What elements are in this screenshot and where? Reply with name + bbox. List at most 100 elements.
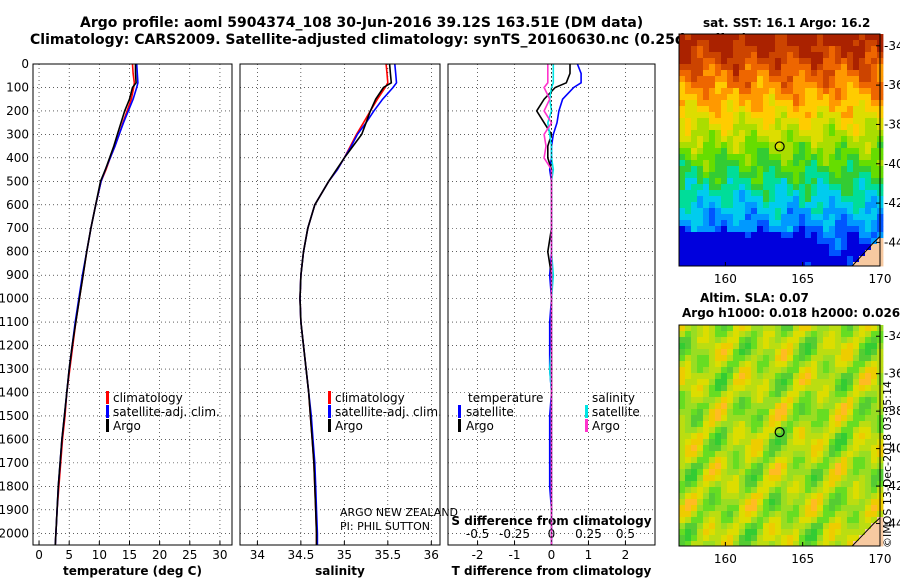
map-cell xyxy=(721,457,728,464)
map-cell xyxy=(823,373,830,380)
map-cell xyxy=(847,343,854,350)
map-lon-label: 165 xyxy=(791,552,814,566)
map-cell xyxy=(685,106,692,113)
map-cell xyxy=(727,184,734,191)
map-cell xyxy=(763,136,770,143)
map-cell xyxy=(727,475,734,482)
map-cell xyxy=(685,250,692,257)
map-cell xyxy=(781,40,788,47)
map-cell xyxy=(679,58,686,65)
map-cell xyxy=(871,238,878,245)
map-cell xyxy=(817,367,824,374)
map-cell xyxy=(835,541,842,547)
map-cell xyxy=(691,373,698,380)
map-cell xyxy=(727,427,734,434)
map-cell xyxy=(679,469,686,476)
map-cell xyxy=(745,415,752,422)
map-cell xyxy=(847,262,854,267)
map-cell xyxy=(853,355,860,362)
map-cell xyxy=(823,100,830,107)
map-cell xyxy=(703,40,710,47)
map-cell xyxy=(805,172,812,179)
map-cell xyxy=(679,433,686,440)
map-cell xyxy=(853,517,860,524)
map-cell xyxy=(811,385,818,392)
map-cell xyxy=(781,529,788,536)
map-cell xyxy=(763,505,770,512)
map-cell xyxy=(679,379,686,386)
map-cell xyxy=(715,409,722,416)
map-cell xyxy=(727,343,734,350)
map-cell xyxy=(793,325,800,332)
map-cell xyxy=(781,130,788,137)
map-cell xyxy=(751,118,758,125)
map-cell xyxy=(865,256,872,263)
map-cell xyxy=(739,136,746,143)
map-cell xyxy=(871,100,878,107)
map-cell xyxy=(769,349,776,356)
map-cell xyxy=(811,421,818,428)
map-cell xyxy=(799,106,806,113)
map-cell xyxy=(859,214,866,221)
map-cell xyxy=(769,373,776,380)
map-cell xyxy=(697,541,704,547)
map-cell xyxy=(727,379,734,386)
map-cell xyxy=(841,34,848,41)
map-cell xyxy=(781,172,788,179)
map-cell xyxy=(721,214,728,221)
map-cell xyxy=(709,469,716,476)
map-cell xyxy=(787,361,794,368)
map-cell xyxy=(865,463,872,470)
map-cell xyxy=(715,118,722,125)
map-cell xyxy=(781,397,788,404)
map-cell xyxy=(817,427,824,434)
map-cell xyxy=(757,196,764,203)
map-cell xyxy=(685,331,692,338)
map-cell xyxy=(697,52,704,59)
map-cell xyxy=(727,154,734,161)
map-cell xyxy=(859,475,866,482)
map-cell xyxy=(739,100,746,107)
map-cell xyxy=(811,112,818,119)
map-cell xyxy=(757,172,764,179)
map-cell xyxy=(817,184,824,191)
map-cell xyxy=(865,499,872,506)
map-cell xyxy=(721,499,728,506)
map-cell xyxy=(691,76,698,83)
map-cell xyxy=(853,262,860,267)
map-cell xyxy=(787,202,794,209)
map-cell xyxy=(799,226,806,233)
map-cell xyxy=(787,433,794,440)
x-tick-label: 25 xyxy=(182,548,197,562)
map-cell xyxy=(853,505,860,512)
map-cell xyxy=(679,523,686,530)
map-cell xyxy=(763,100,770,107)
map-cell xyxy=(709,88,716,95)
map-cell xyxy=(775,178,782,185)
map-cell xyxy=(859,433,866,440)
map-cell xyxy=(865,40,872,47)
map-cell xyxy=(823,136,830,143)
map-cell xyxy=(817,106,824,113)
depth-tick-label: 1700 xyxy=(0,456,29,470)
map-cell xyxy=(727,397,734,404)
map-cell xyxy=(823,349,830,356)
map-cell xyxy=(727,136,734,143)
map-cell xyxy=(757,415,764,422)
map-cell xyxy=(823,172,830,179)
map-cell xyxy=(691,475,698,482)
map-cell xyxy=(805,409,812,416)
map-cell xyxy=(793,88,800,95)
map-cell xyxy=(757,88,764,95)
map-cell xyxy=(763,493,770,500)
map-cell xyxy=(769,172,776,179)
map-cell xyxy=(817,511,824,518)
map-cell xyxy=(745,82,752,89)
map-cell xyxy=(811,124,818,131)
map-cell xyxy=(727,481,734,488)
map-cell xyxy=(745,469,752,476)
map-cell xyxy=(745,481,752,488)
map-cell xyxy=(685,343,692,350)
map-cell xyxy=(757,70,764,77)
map-cell xyxy=(709,202,716,209)
